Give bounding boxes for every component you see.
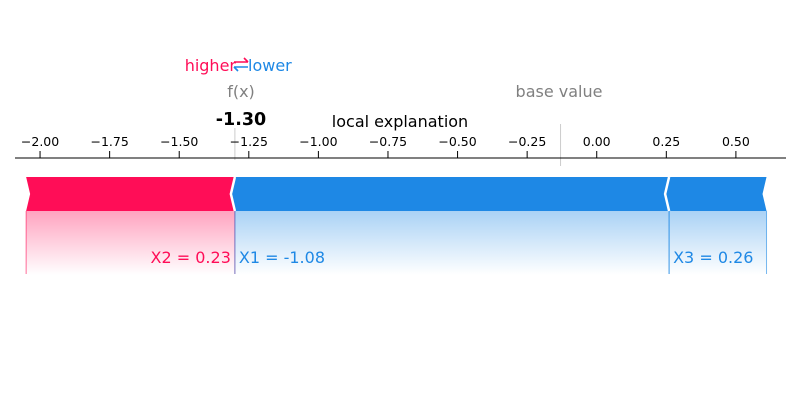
legend-higher: higher (185, 56, 237, 75)
feature-label-x3: X3 = 0.26 (673, 248, 753, 267)
x-tick-label: 0.50 (722, 134, 750, 149)
force-bar-shade-x2 (26, 211, 235, 275)
x-tick-label: −0.25 (508, 134, 546, 149)
x-tick-label: 0.00 (583, 134, 611, 149)
legend-lower: lower (248, 56, 292, 75)
force-bar-x1 (230, 177, 670, 211)
force-bar-shade-x3 (669, 211, 767, 275)
segment-separator (663, 176, 671, 212)
legend-lower-arrow-icon (233, 66, 248, 72)
x-tick-label: −0.50 (438, 134, 476, 149)
x-tick-label: −2.00 (21, 134, 59, 149)
x-tick-label: −1.00 (299, 134, 337, 149)
x-tick-label: −1.75 (90, 134, 128, 149)
legend-higher-arrow-icon (234, 57, 249, 63)
base-value-label: base value (516, 82, 603, 101)
feature-label-x1: X1 = -1.08 (239, 248, 325, 267)
feature-label-x2: X2 = 0.23 (151, 248, 231, 267)
fx-value: -1.30 (216, 110, 266, 130)
fx-label: f(x) (227, 82, 255, 101)
x-tick-label: −1.50 (160, 134, 198, 149)
chart-title: local explanation (332, 112, 468, 131)
force-bar-shade-x1 (234, 211, 670, 275)
x-tick-label: −0.75 (369, 134, 407, 149)
x-tick-label: 0.25 (652, 134, 680, 149)
segment-separator (229, 176, 237, 212)
force-bar-x2 (26, 177, 239, 211)
force-bar-x3 (665, 177, 767, 211)
x-tick-label: −1.25 (230, 134, 268, 149)
